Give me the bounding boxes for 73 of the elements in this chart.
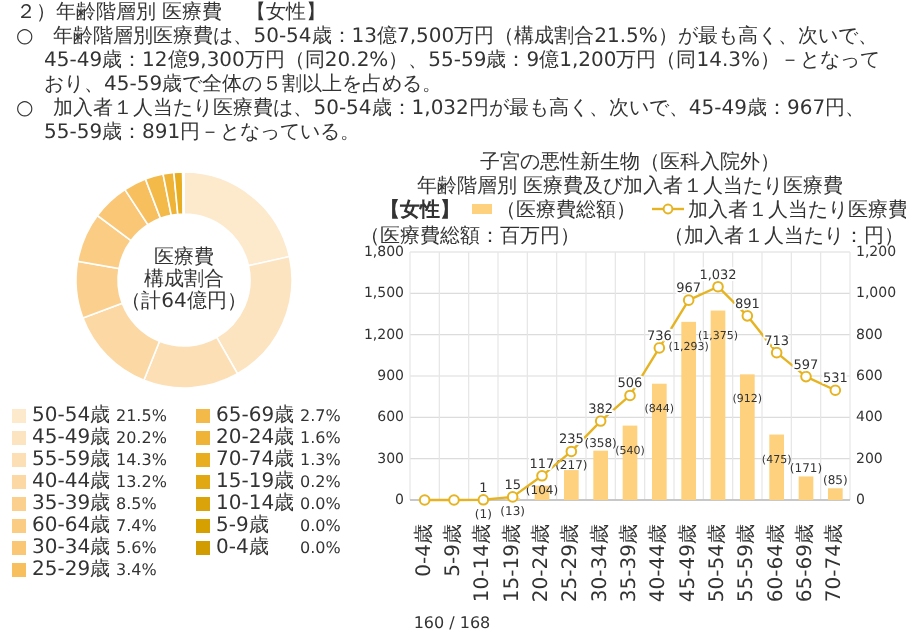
legend-label: 20-24歳 <box>216 425 295 449</box>
text: 0.0% <box>300 495 341 513</box>
text: 0.0% <box>300 539 341 557</box>
x-tick-label: 60-64歳 <box>763 524 788 603</box>
data-label: 14.3% <box>116 451 168 469</box>
text: 0.0% <box>300 517 341 535</box>
y-axis-title: （医療費総額：百万円） <box>360 224 580 248</box>
text: 160 / 168 <box>413 614 491 632</box>
x-tick-label: 10-14歳 <box>470 524 495 603</box>
x-tick-label: 45-49歳 <box>675 524 700 603</box>
text: 構成割合 <box>144 267 224 291</box>
data-label: 21.5% <box>116 407 168 425</box>
x-tick-label: 50-54歳 <box>705 524 729 603</box>
point <box>536 470 548 482</box>
data-label: 1.3% <box>300 451 342 469</box>
point <box>770 346 783 359</box>
data-label: 1.6% <box>300 429 342 447</box>
text: 【女性】 <box>246 2 327 24</box>
text: 医療費 <box>154 245 214 269</box>
x-tick-label: 70-74歳 <box>822 524 847 603</box>
data-label: 5.6% <box>116 539 158 557</box>
data-label: 3.4% <box>116 561 158 579</box>
legend-label: 45-49歳 <box>32 425 111 449</box>
point <box>506 491 519 503</box>
chart-title: 子宮の悪性新生物（医科入院外） <box>480 150 780 174</box>
point <box>682 294 695 306</box>
text: ○ 加入者１人当たり医療費は、50-54歳：1,032円が最も高く、次いで、45-49歳：967円、55-59歳：891円－となっている。 <box>16 98 868 146</box>
legend-label: 70-74歳 <box>216 447 295 471</box>
data-label: 20.2% <box>116 429 168 447</box>
point <box>565 445 578 458</box>
text: ○ 年齢階層別医療費は、50-54歳：13億7,500万円（構成割合21.5%）が最も高く、次いで、45-49歳：12億9,300万円（同20.2%）、55-59歳：9億1,200万円（同14.3%）－となっており、45-59歳で全体の５割以上を占める。 <box>16 26 882 97</box>
text: 【女性】 <box>380 198 460 222</box>
point <box>653 342 666 354</box>
x-tick-label: 55-59歳 <box>734 524 759 603</box>
data-label: 13.2% <box>116 473 168 491</box>
data-label: 2.7% <box>300 407 342 425</box>
legend-label: 50-54歳 <box>32 403 111 427</box>
point <box>712 280 724 293</box>
chart-subtitle: 年齢階層別 医療費及び加入者１人当たり医療費 <box>416 174 844 198</box>
legend-label: 65-69歳 <box>216 403 295 427</box>
data-label: 0.2% <box>300 473 342 491</box>
point <box>477 493 490 506</box>
point <box>741 310 754 322</box>
bar <box>564 470 579 500</box>
text: （計64億円） <box>121 289 247 313</box>
x-tick-label: 30-34歳 <box>587 524 612 603</box>
point <box>418 494 431 506</box>
legend-label: 55-59歳 <box>32 447 111 471</box>
x-tick-label: 65-69歳 <box>793 524 817 603</box>
point <box>594 415 607 427</box>
x-tick-label: 35-39歳 <box>617 524 641 603</box>
x-tick-label: 15-19歳 <box>499 524 524 603</box>
legend-label: 35-39歳 <box>32 491 111 515</box>
text: ２）年齢階層別 医療費 <box>16 2 223 24</box>
x-tick-label: 40-44歳 <box>646 524 671 603</box>
legend-label: （医療費総額） <box>496 198 636 222</box>
data-label: 7.4% <box>116 517 158 535</box>
bar <box>798 476 814 500</box>
x-tick-label: 0-4歳 <box>411 524 436 577</box>
legend-label: 10-14歳 <box>216 491 295 515</box>
point <box>800 370 812 383</box>
point <box>624 389 636 402</box>
bar <box>593 450 608 500</box>
x-tick-label: 20-24歳 <box>529 524 553 603</box>
x-tick-label: 5-9歳 <box>441 524 465 577</box>
bar <box>828 488 843 500</box>
legend-label: 15-19歳 <box>216 469 295 493</box>
data-label: 8.5% <box>116 495 158 513</box>
y2-axis-title: （加入者１人当たり：円） <box>664 224 904 248</box>
point <box>829 384 842 397</box>
point <box>448 494 460 506</box>
legend-label: 40-44歳 <box>32 469 111 493</box>
x-tick-label: 25-29歳 <box>558 524 583 603</box>
